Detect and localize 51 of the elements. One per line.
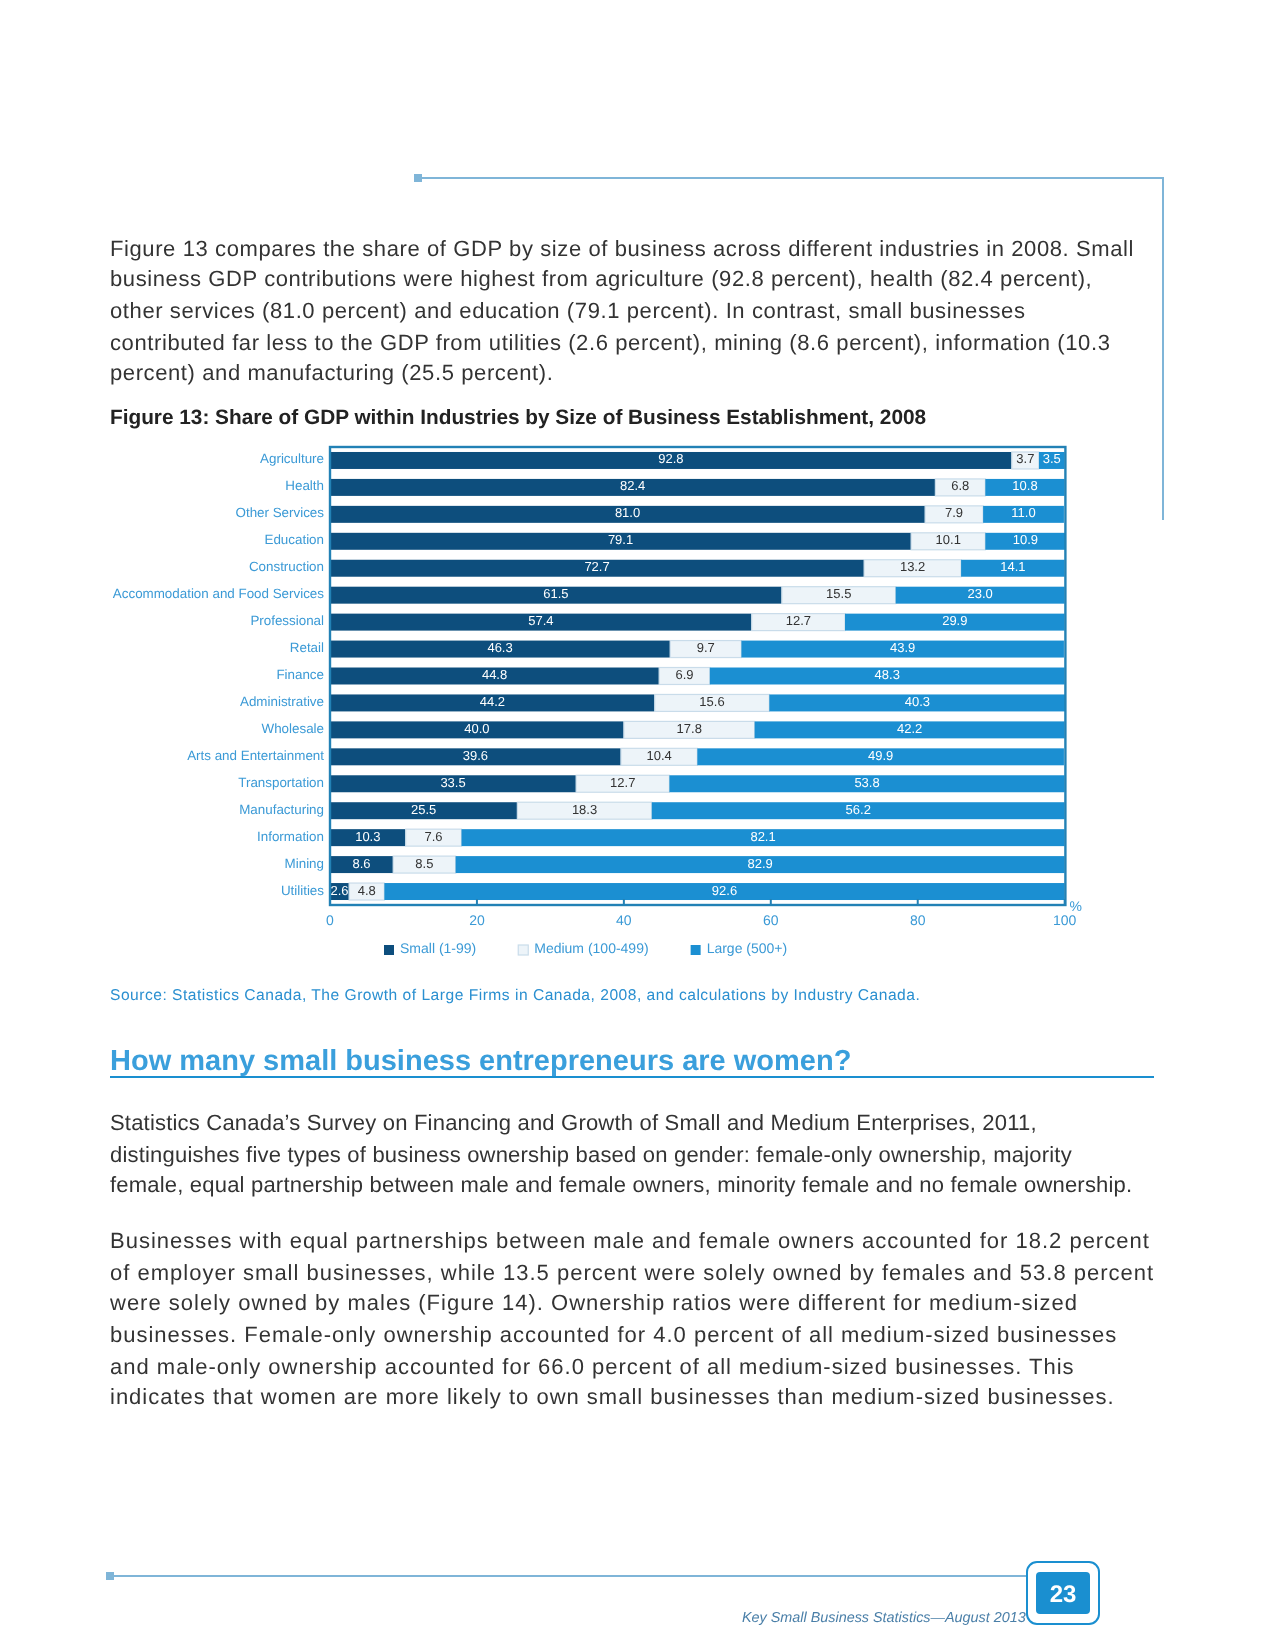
bar (654, 693, 770, 713)
text: 23 (1036, 1575, 1090, 1611)
bar (348, 882, 385, 901)
bar (709, 667, 1065, 685)
bar (330, 802, 518, 820)
bar (845, 613, 1065, 631)
bar (910, 532, 986, 551)
bar (330, 478, 936, 496)
bar (405, 828, 463, 847)
bar (781, 586, 897, 605)
bar (330, 694, 655, 712)
text: Statistics Canada’s Survey on Financing and Growth of Small and Medium Enterprises, 2011, distinguishes five types of business ownership based on gender: female-only ownership, majority female, equal partnership between male and female owners, minority female and no female ownership. (110, 1109, 1135, 1203)
bar (934, 478, 986, 497)
caption: Figure 13 compares the share of GDP by size of business across different industries in 2008. Small business GDP contributions were highest from agriculture (92.8 percent), health (82.4 percent), other services (81.0 percent) and education (79.1 percent). In contrast, small businesses contributed far less to the GDP from utilities (2.6 percent), mining (8.6 percent), information (10.3 percent) and manufacturing (25.5 percent). (110, 235, 1137, 391)
bar (575, 774, 671, 793)
text: Businesses with equal partnerships between male and female owners accounted for 18.2 percent of employer small businesses, while 13.5 percent were solely owned by females and 53.8 percent were solely owned by males (Figure 14). Ownership ratios were different for medium-sized businesses. Female-only ownership accounted for 4.0 percent of all medium-sized businesses and male-only ownership accounted for 66.0 percent of all medium-sized businesses. This indicates that women are more likely to own small businesses than medium-sized businesses. (110, 1227, 1156, 1415)
bar (330, 748, 621, 766)
bar (895, 586, 1065, 604)
bar (330, 775, 577, 793)
bar (392, 855, 457, 874)
bar (330, 451, 1012, 469)
bar (985, 478, 1065, 496)
bar (461, 829, 1065, 847)
chart-title: Figure 13: Share of GDP within Industries by Size of Business Establishment, 2008 (110, 407, 927, 430)
text: How many small business entrepreneurs are women? (110, 1043, 854, 1079)
bar (330, 721, 624, 739)
bar (330, 640, 671, 658)
bar (863, 559, 962, 578)
bar (697, 748, 1064, 766)
bar (741, 640, 1064, 658)
bar (623, 720, 756, 739)
bar (669, 639, 743, 659)
bar (330, 505, 926, 523)
bar (754, 721, 1065, 739)
bar (330, 667, 660, 685)
bar (751, 613, 846, 632)
bar (455, 856, 1065, 874)
bar (651, 802, 1065, 820)
bar (330, 559, 865, 577)
bar (384, 883, 1065, 901)
bar (983, 505, 1064, 523)
bar (769, 694, 1066, 712)
bar (620, 747, 698, 766)
bar (961, 559, 1065, 577)
bar (330, 532, 912, 550)
bar (516, 801, 653, 820)
bar (330, 613, 752, 631)
bar (669, 775, 1065, 793)
bar (985, 532, 1066, 550)
bar (924, 505, 984, 524)
bar (330, 586, 782, 604)
